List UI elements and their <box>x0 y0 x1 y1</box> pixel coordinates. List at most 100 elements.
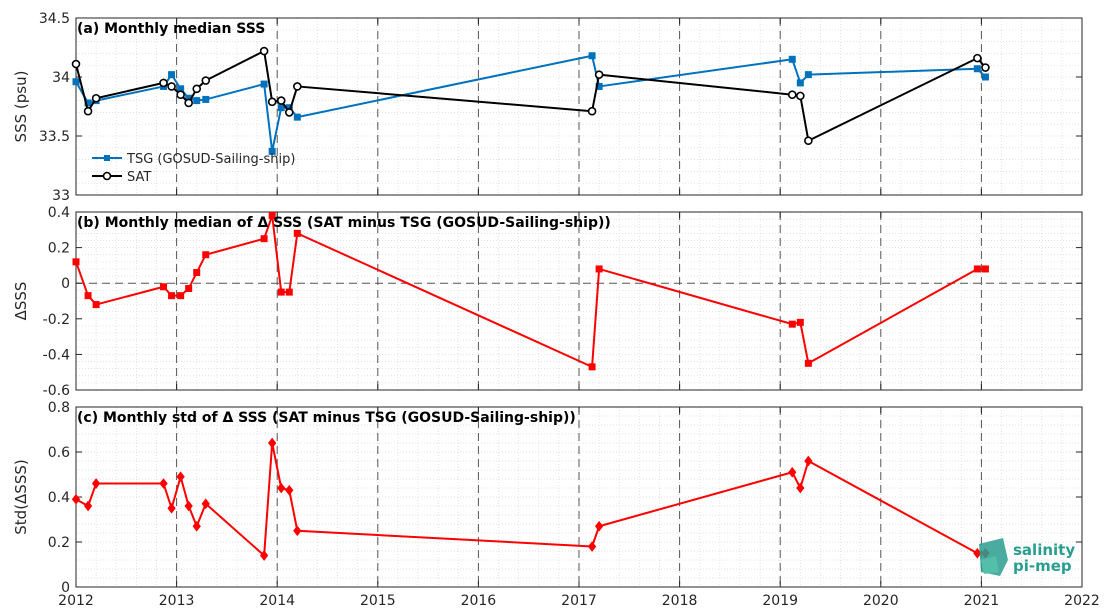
y-tick-label: 0.8 <box>48 400 70 416</box>
data-point <box>804 136 813 146</box>
data-point <box>587 541 597 552</box>
data-point <box>160 283 168 291</box>
legend-marker <box>104 155 110 161</box>
panel-title: (c) Monthly std of Δ SSS (SAT minus TSG … <box>77 410 576 426</box>
series-line <box>75 50 987 142</box>
data-point <box>588 363 596 371</box>
panel-title: (b) Monthly median of Δ SSS (SAT minus T… <box>77 215 611 231</box>
series-line <box>75 54 987 153</box>
data-point <box>192 84 202 94</box>
data-point <box>981 265 989 273</box>
panel-1: 33 33.5 34 34.5 SSS (psu) (a) Monthly median … <box>12 11 1083 204</box>
data-point <box>159 478 168 489</box>
x-tick-label: 2014 <box>259 593 295 609</box>
data-point <box>260 235 268 243</box>
data-point <box>192 520 201 532</box>
data-point <box>176 90 185 99</box>
data-point <box>167 82 176 91</box>
y-axis-label: SSS (psu) <box>12 71 30 143</box>
data-point <box>159 78 168 88</box>
data-point <box>293 82 302 91</box>
data-point <box>201 498 210 510</box>
data-point <box>71 59 81 69</box>
y-axis-label: ΔSSS <box>12 282 30 321</box>
y-tick-label: 0 <box>61 580 70 596</box>
data-point <box>293 229 301 237</box>
salinity-pimep-logo: salinity pi-mep <box>979 538 1075 576</box>
legend-label: TSG (GOSUD-Sailing-ship) <box>126 152 295 167</box>
data-point <box>594 520 604 532</box>
data-point <box>72 78 80 86</box>
y-tick-label: 0.6 <box>48 445 70 461</box>
logo-mark-highlight <box>981 556 999 574</box>
data-point <box>72 258 80 266</box>
data-point <box>167 502 176 514</box>
y-tick-label: -0.4 <box>43 347 70 363</box>
data-point <box>981 63 990 72</box>
panel-2: -0.6 -0.4 -0.2 0 0.2 0.4 ΔSSS (b) Monthly media… <box>12 205 1083 399</box>
data-point <box>788 320 796 328</box>
y-tick-label: 33 <box>52 188 70 204</box>
data-point <box>796 79 804 87</box>
logo-line2: pi-mep <box>1013 557 1072 575</box>
data-point <box>202 95 210 103</box>
series-line <box>75 214 986 368</box>
panel-title: (a) Monthly median SSS <box>77 21 265 37</box>
series-1 <box>72 52 989 155</box>
y-tick-label: 0 <box>61 276 70 292</box>
data-point <box>193 97 201 105</box>
x-tick-label: 2021 <box>964 593 1000 609</box>
data-point <box>804 455 813 467</box>
series-1 <box>71 437 990 561</box>
y-tick-label: 34.5 <box>39 11 70 27</box>
data-point <box>276 96 286 105</box>
data-point <box>595 265 603 273</box>
data-point <box>973 265 981 273</box>
y-tick-label: 33.5 <box>39 129 70 145</box>
x-tick-label: 2017 <box>561 593 597 609</box>
data-point <box>168 292 176 300</box>
data-point <box>268 437 277 449</box>
y-tick-label: 34 <box>52 70 70 86</box>
data-point <box>83 500 93 512</box>
logo-line1: salinity <box>1013 541 1075 559</box>
data-point <box>168 71 176 79</box>
y-tick-label: 0.2 <box>48 241 70 257</box>
data-point <box>796 318 804 326</box>
x-tick-label: 2018 <box>662 593 698 609</box>
data-point <box>285 484 294 496</box>
data-point <box>277 104 285 112</box>
data-point <box>260 80 268 88</box>
data-point <box>277 288 285 296</box>
data-point <box>788 55 796 63</box>
panel-3: 0 0.2 0.4 0.6 0.8 2012 2013 2014 2015 2016 2017 201… <box>12 400 1100 609</box>
data-point <box>201 76 211 85</box>
legend: TSG (GOSUD-Sailing-ship) SAT <box>92 152 295 185</box>
series-line <box>75 442 986 557</box>
data-point <box>285 288 293 296</box>
data-point <box>804 359 812 367</box>
data-point <box>184 98 193 108</box>
data-point <box>268 147 276 155</box>
data-point <box>284 108 294 117</box>
data-point <box>259 550 269 561</box>
x-tick-label: 2016 <box>461 593 497 609</box>
data-point <box>185 285 193 293</box>
data-point <box>804 71 812 79</box>
data-point <box>184 500 193 512</box>
data-point <box>91 478 101 489</box>
data-point <box>92 301 100 309</box>
data-point <box>973 53 982 63</box>
data-point <box>177 292 185 300</box>
data-point <box>594 70 604 79</box>
x-tick-label: 2019 <box>762 593 798 609</box>
data-point <box>787 90 797 99</box>
data-point <box>83 106 93 116</box>
x-tick-label: 2015 <box>360 593 396 609</box>
data-point <box>293 113 301 121</box>
data-point <box>84 292 92 300</box>
data-point <box>277 482 286 494</box>
data-point <box>259 46 269 56</box>
legend-marker <box>102 171 112 181</box>
